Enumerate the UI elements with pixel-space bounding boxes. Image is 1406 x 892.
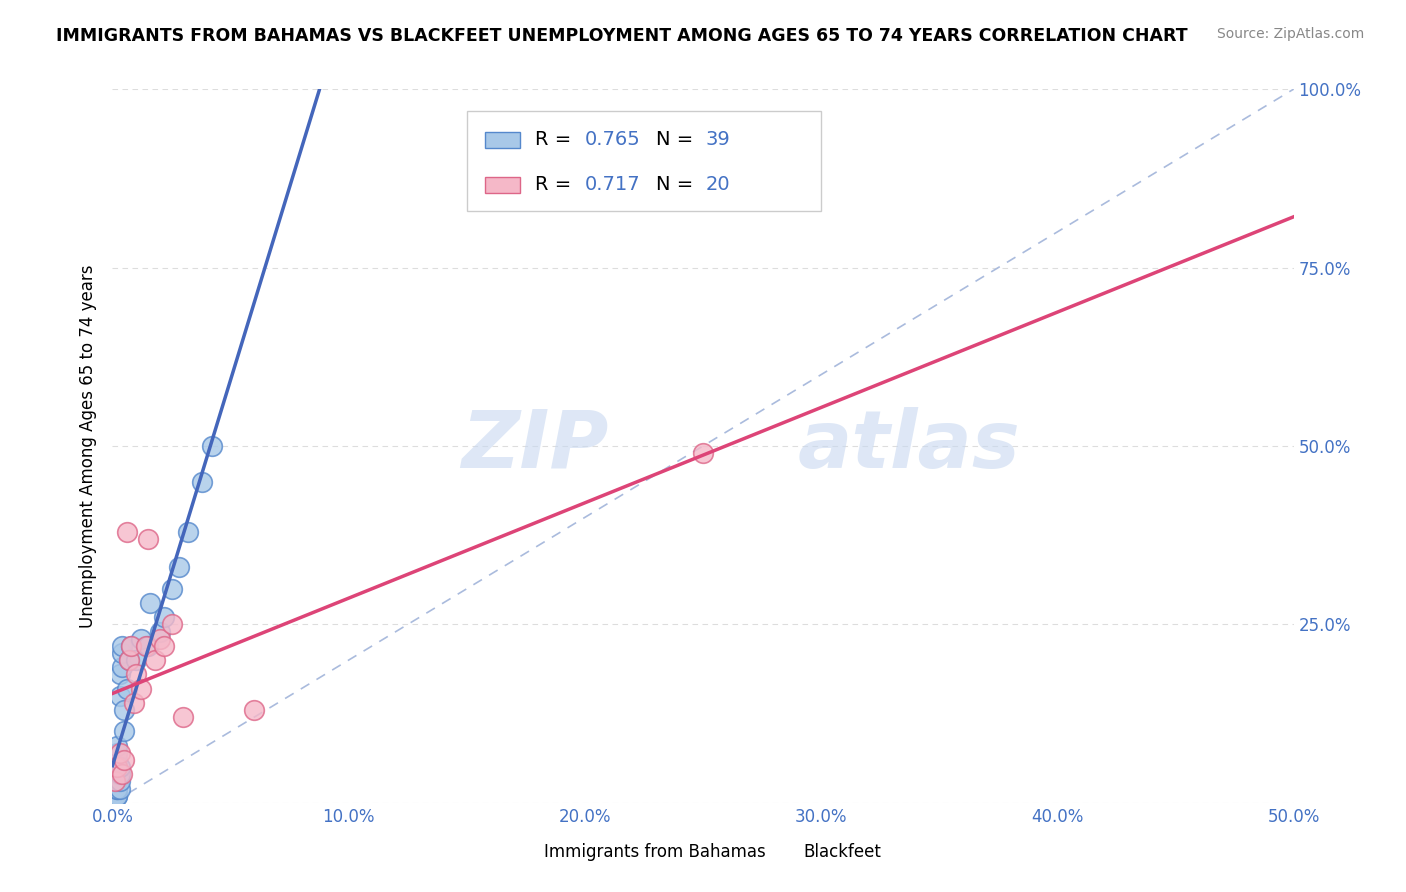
Point xyxy=(143,653,166,667)
Point xyxy=(149,624,172,639)
Point xyxy=(104,774,127,789)
Text: 39: 39 xyxy=(706,129,730,149)
Point xyxy=(172,710,194,724)
FancyBboxPatch shape xyxy=(762,844,792,862)
Point xyxy=(177,524,200,539)
Point xyxy=(243,703,266,717)
Point xyxy=(105,753,128,767)
Point xyxy=(105,739,128,753)
Point xyxy=(153,639,176,653)
Point xyxy=(120,639,142,653)
Text: Immigrants from Bahamas: Immigrants from Bahamas xyxy=(544,843,765,861)
Point xyxy=(111,646,134,660)
Point xyxy=(118,653,141,667)
Text: ZIP: ZIP xyxy=(461,407,609,485)
Point xyxy=(105,789,128,803)
Text: Source: ZipAtlas.com: Source: ZipAtlas.com xyxy=(1216,27,1364,41)
Point xyxy=(108,760,131,774)
Y-axis label: Unemployment Among Ages 65 to 74 years: Unemployment Among Ages 65 to 74 years xyxy=(79,264,97,628)
Point xyxy=(108,746,131,760)
Point xyxy=(135,639,157,653)
Point xyxy=(104,789,127,803)
Point xyxy=(136,532,159,546)
Point xyxy=(120,639,142,653)
Point xyxy=(118,653,141,667)
FancyBboxPatch shape xyxy=(485,132,520,148)
Point xyxy=(160,617,183,632)
Point xyxy=(149,632,172,646)
Point xyxy=(112,753,135,767)
FancyBboxPatch shape xyxy=(485,177,520,193)
Point xyxy=(115,681,138,696)
Point xyxy=(105,760,128,774)
Point xyxy=(139,596,162,610)
Point xyxy=(115,524,138,539)
FancyBboxPatch shape xyxy=(467,111,821,211)
Point xyxy=(191,475,214,489)
Point xyxy=(108,667,131,681)
Point xyxy=(111,767,134,781)
Point xyxy=(122,696,145,710)
Point xyxy=(105,746,128,760)
Point xyxy=(129,632,152,646)
Text: atlas: atlas xyxy=(797,407,1021,485)
Point xyxy=(125,667,148,681)
Point xyxy=(108,774,131,789)
Point xyxy=(112,703,135,717)
Point xyxy=(692,446,714,460)
Point xyxy=(153,610,176,624)
Text: 20: 20 xyxy=(706,175,730,194)
Point xyxy=(105,789,128,803)
Text: 0.765: 0.765 xyxy=(585,129,641,149)
Point xyxy=(104,781,127,796)
Point xyxy=(112,724,135,739)
Point xyxy=(105,774,128,789)
Point xyxy=(108,767,131,781)
Point xyxy=(201,439,224,453)
Text: IMMIGRANTS FROM BAHAMAS VS BLACKFEET UNEMPLOYMENT AMONG AGES 65 TO 74 YEARS CORR: IMMIGRANTS FROM BAHAMAS VS BLACKFEET UNE… xyxy=(56,27,1188,45)
Text: R =: R = xyxy=(536,175,578,194)
Text: N =: N = xyxy=(655,129,699,149)
Text: 0.717: 0.717 xyxy=(585,175,641,194)
Point xyxy=(167,560,190,574)
Point xyxy=(125,653,148,667)
Text: R =: R = xyxy=(536,129,578,149)
FancyBboxPatch shape xyxy=(502,844,531,862)
Point xyxy=(160,582,183,596)
Point xyxy=(111,660,134,674)
Point xyxy=(105,781,128,796)
Text: Blackfeet: Blackfeet xyxy=(803,843,882,861)
Point xyxy=(129,681,152,696)
Point xyxy=(105,767,128,781)
Point xyxy=(108,689,131,703)
Point xyxy=(104,774,127,789)
Text: N =: N = xyxy=(655,175,699,194)
Point xyxy=(104,781,127,796)
Point xyxy=(105,781,128,796)
Point xyxy=(111,639,134,653)
Point xyxy=(108,781,131,796)
Point xyxy=(136,639,159,653)
Point xyxy=(105,760,128,774)
